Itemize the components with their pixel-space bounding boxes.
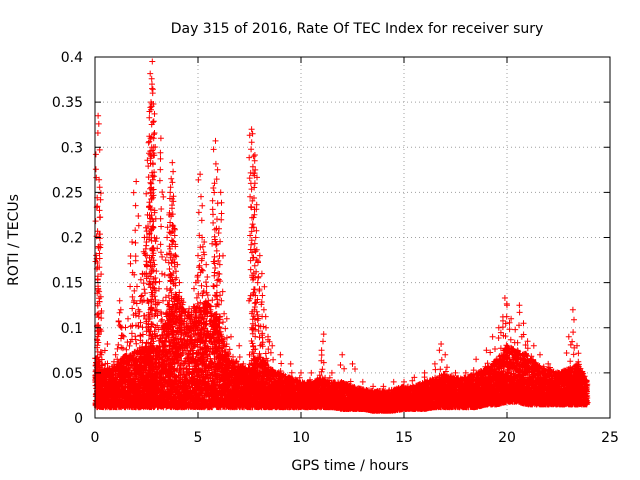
chart-title: Day 315 of 2016, Rate Of TEC Index for r… <box>171 21 544 37</box>
x-tick-label: 20 <box>498 430 516 446</box>
y-tick-label: 0 <box>74 411 83 427</box>
y-tick-label: 0.1 <box>61 321 83 337</box>
y-tick-label: 0.3 <box>61 140 83 156</box>
x-tick-label: 5 <box>194 430 203 446</box>
y-tick-label: 0.2 <box>61 231 83 247</box>
y-tick-label: 0.4 <box>61 50 83 66</box>
x-axis-title: GPS time / hours <box>291 458 408 474</box>
y-tick-label: 0.35 <box>52 95 83 111</box>
x-tick-label: 15 <box>395 430 413 446</box>
x-tick-label: 0 <box>91 430 100 446</box>
x-tick-label: 25 <box>601 430 619 446</box>
x-tick-label: 10 <box>292 430 310 446</box>
axis-ticks: 0 5 10 15 20 25 0 0.05 0.1 0.15 0.2 0.25 0.3 0.35 0.4 <box>52 50 619 446</box>
y-axis-title: ROTI / TECUs <box>6 194 22 286</box>
y-tick-label: 0.05 <box>52 366 83 382</box>
y-tick-label: 0.15 <box>52 276 83 292</box>
y-tick-label: 0.25 <box>52 185 83 201</box>
